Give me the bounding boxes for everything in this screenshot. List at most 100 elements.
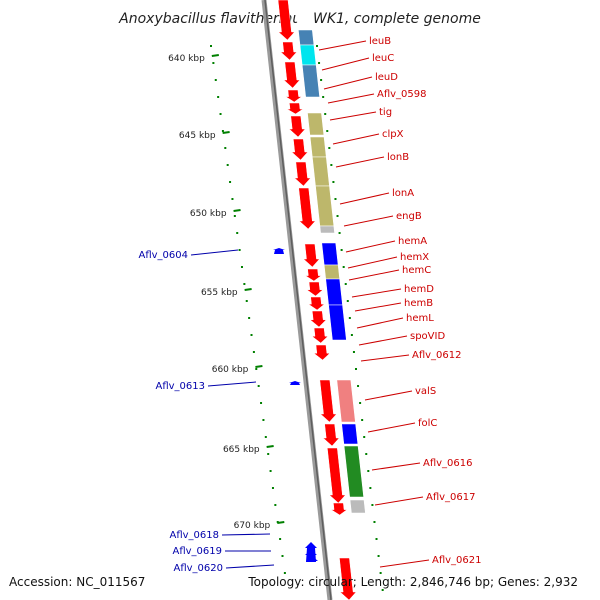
track-dot (240, 266, 243, 268)
forward-gene-arrow[interactable] (291, 138, 309, 161)
cog-segment (349, 499, 366, 514)
track-dot (210, 45, 212, 47)
forward-gene-label[interactable]: hemB (404, 298, 433, 309)
track-dot (269, 470, 272, 472)
kbp-tick-mark (266, 445, 274, 448)
forward-gene-arrow[interactable] (304, 268, 323, 282)
track-dot (262, 419, 265, 421)
forward-gene-label[interactable]: hemL (406, 313, 434, 324)
forward-gene-arrow[interactable] (298, 187, 316, 230)
forward-gene-arrow[interactable] (313, 344, 331, 361)
forward-gene-label[interactable]: valS (415, 386, 436, 397)
track-dot (320, 79, 323, 81)
gene-leader-line (354, 302, 402, 312)
kbp-label: 650 kbp (190, 209, 227, 219)
reverse-gene-label[interactable]: Aflv_0618 (169, 530, 219, 541)
gene-leader-line (329, 111, 377, 121)
track-dot (224, 147, 227, 149)
track-dot (229, 181, 232, 183)
forward-gene-label[interactable]: Aflv_0612 (412, 350, 462, 361)
reverse-gene-label[interactable]: Aflv_0619 (172, 546, 222, 557)
track-dot (357, 385, 360, 387)
reverse-gene-label[interactable]: Aflv_0613 (155, 381, 205, 392)
reverse-strand-track (273, 248, 318, 562)
track-dot (267, 453, 270, 455)
forward-gene-label[interactable]: spoVID (410, 331, 445, 342)
forward-gene-label[interactable]: hemD (404, 284, 434, 295)
track-dot (276, 521, 279, 523)
reverse-gene-label[interactable]: Aflv_0604 (138, 250, 188, 261)
forward-gene-label[interactable]: Aflv_0616 (423, 458, 473, 469)
cog-segment (315, 185, 335, 227)
forward-gene-label[interactable]: hemC (402, 265, 431, 276)
reverse-gene-label[interactable]: Aflv_0620 (173, 563, 223, 574)
forward-gene-arrow[interactable] (322, 423, 340, 447)
track-dot (243, 283, 246, 285)
track-dot (328, 147, 331, 149)
forward-gene-arrow[interactable] (339, 557, 357, 600)
forward-gene-arrow[interactable] (293, 161, 312, 187)
kbp-label: 660 kbp (212, 365, 249, 375)
gene-leader-line (225, 564, 275, 569)
forward-gene-arrow[interactable] (307, 296, 326, 311)
kbp-tick-mark (233, 209, 241, 212)
forward-gene-label[interactable]: leuC (372, 53, 394, 64)
forward-gene-arrow[interactable] (311, 327, 329, 344)
forward-gene-arrow[interactable] (286, 102, 304, 115)
forward-gene-label[interactable]: leuB (369, 36, 391, 47)
forward-gene-label[interactable]: Aflv_0617 (426, 492, 476, 503)
forward-gene-arrow[interactable] (283, 61, 301, 89)
forward-gene-label[interactable]: Aflv_0621 (432, 555, 482, 566)
gene-leader-line (367, 422, 416, 433)
track-dot (340, 249, 343, 251)
track-dot (381, 589, 384, 591)
cog-segment (309, 136, 327, 158)
forward-gene-arrow[interactable] (327, 447, 347, 504)
track-dot (338, 232, 341, 234)
forward-gene-arrow[interactable] (309, 310, 327, 328)
forward-gene-arrow[interactable] (302, 243, 321, 268)
forward-gene-label[interactable]: Aflv_0598 (377, 89, 427, 100)
forward-gene-label[interactable]: folC (418, 418, 437, 429)
tick-dot-row (211, 54, 285, 524)
kbp-label: 645 kbp (179, 131, 216, 141)
forward-gene-arrow[interactable] (280, 41, 298, 61)
forward-gene-label[interactable]: hemA (398, 236, 427, 247)
cog-segment (323, 264, 341, 280)
forward-gene-label[interactable]: leuD (375, 72, 398, 83)
forward-gene-arrow[interactable] (306, 281, 324, 297)
forward-gene-label[interactable]: lonA (392, 188, 414, 199)
gene-leader-line (323, 76, 373, 90)
gene-leader-line (327, 93, 375, 104)
gene-leader-line (348, 269, 400, 281)
reverse-gene-arrow[interactable] (289, 381, 301, 385)
forward-gene-label[interactable]: tig (379, 107, 392, 118)
track-dot (336, 215, 339, 217)
reverse-gene-arrow[interactable] (305, 550, 317, 555)
forward-gene-arrow[interactable] (284, 89, 303, 103)
forward-gene-arrow[interactable] (319, 379, 338, 423)
forward-gene-label[interactable]: clpX (382, 129, 404, 140)
forward-gene-arrow[interactable] (277, 0, 296, 41)
track-dot (264, 436, 267, 438)
forward-gene-label[interactable]: hemX (400, 252, 429, 263)
gene-leader-line (356, 317, 404, 329)
forward-gene-arrow[interactable] (288, 115, 306, 138)
cog-segment (336, 379, 356, 423)
forward-gene-label[interactable]: engB (396, 211, 422, 222)
reverse-gene-arrow[interactable] (306, 556, 318, 561)
track-dot (233, 215, 236, 217)
cog-segment (328, 304, 347, 341)
forward-gene-arrow[interactable] (330, 502, 348, 516)
gene-leader-line (351, 288, 402, 298)
forward-gene-label[interactable]: lonB (387, 152, 409, 163)
track-dot (322, 96, 325, 98)
track-dot (238, 249, 241, 251)
track-dot (283, 572, 286, 574)
gene-leader-line (374, 496, 424, 506)
track-dot (375, 538, 378, 540)
genome-backbone (261, 0, 333, 600)
reverse-gene-arrow[interactable] (273, 248, 285, 254)
track-dot (352, 351, 355, 353)
